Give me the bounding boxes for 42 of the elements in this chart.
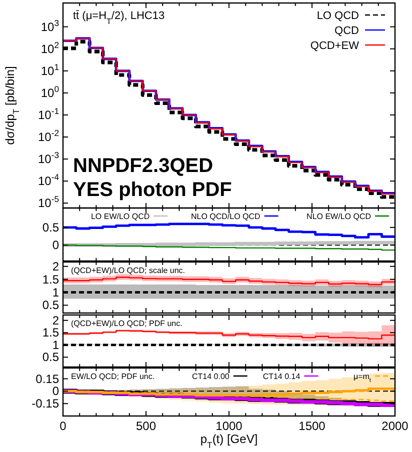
legend-label: LO EW/LO QCD — [90, 212, 150, 221]
legend-label: NLO EW/LO QCD — [306, 212, 372, 221]
y-tick-label: 10$^{-2}$ — [38, 128, 60, 144]
annotation: NNPDF2.3QED — [73, 155, 214, 177]
y-tick-label: 10$^{2}$ — [40, 40, 60, 56]
y-tick-label: -0.15 — [32, 396, 60, 411]
y-tick-label: 10$^{-1}$ — [38, 106, 60, 122]
y-tick-label: 1 — [52, 285, 60, 300]
y-tick-label: 1.5 — [42, 272, 60, 286]
x-tick-label: 2000 — [382, 419, 409, 433]
x-tick-label: 1500 — [298, 419, 326, 433]
y-tick-label: 10$^{1}$ — [40, 62, 60, 78]
x-axis-title: p$_{T}$(t) [GeV] — [200, 432, 258, 450]
legend-label: QCD — [334, 25, 360, 37]
y-tick-label: 0 — [52, 384, 60, 398]
x-tick-label: 500 — [136, 419, 156, 433]
legend-label: NLO QCD/LO QCD — [190, 212, 261, 221]
y-tick-label: 10$^{3}$ — [40, 18, 60, 34]
legend-label: CT14 0.00 — [192, 372, 230, 381]
legend-label: LO QCD — [316, 10, 360, 22]
y-tick-label: 10$^{0}$ — [40, 84, 60, 100]
legend-label: CT14 0.14 — [262, 372, 301, 381]
legend-label: QCD+EW — [310, 40, 360, 52]
y-tick-label: 10$^{-5}$ — [38, 194, 60, 210]
annotation: EW/LO QCD; PDF unc. — [71, 372, 155, 381]
y-tick-label: 0.15 — [36, 372, 60, 386]
y-tick-label: 2 — [52, 313, 60, 328]
y-tick-label: 10$^{-3}$ — [38, 150, 60, 166]
annotation: (QCD+EW)/LO QCD; scale unc. — [71, 266, 186, 275]
x-tick-label: 1000 — [216, 419, 243, 433]
y-tick-label: 10$^{-4}$ — [38, 172, 60, 188]
annotation: YES photon PDF — [73, 179, 232, 201]
annotation: (QCD+EW)/LO QCD; PDF unc. — [71, 319, 182, 328]
y-tick-label: 0.5 — [42, 298, 60, 312]
legend-label: μ=m$_{t}$ — [353, 372, 372, 384]
y-tick-label: 0.5 — [42, 350, 60, 364]
y-tick-label: 1.5 — [42, 326, 60, 340]
y-tick-label: 1 — [52, 338, 60, 352]
y-tick-label: 2 — [52, 259, 60, 274]
y-tick-label: 0.5 — [42, 220, 60, 234]
y-tick-label: 0 — [52, 238, 60, 252]
annotation: tt̄ (μ=H$_{T}$/2), LHC13 — [73, 10, 165, 26]
